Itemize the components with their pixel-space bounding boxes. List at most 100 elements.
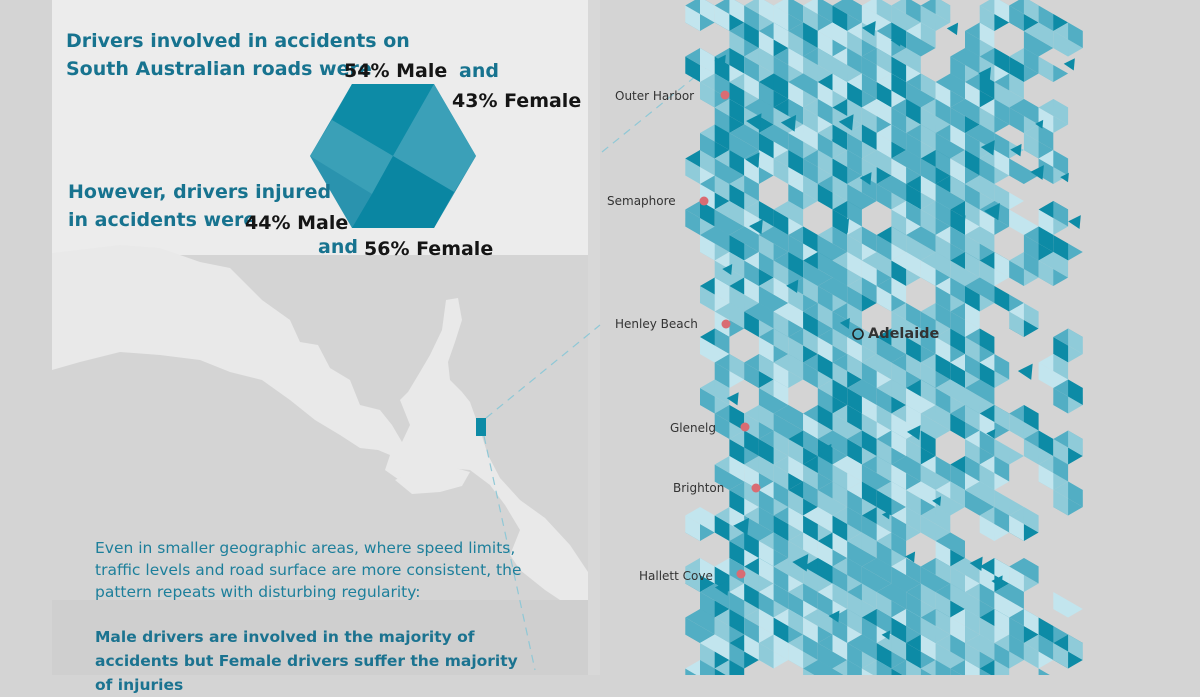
mosaic-sector: [1053, 490, 1069, 516]
mosaic-sector: [994, 150, 1010, 176]
mosaic-hexagon: [773, 558, 804, 592]
mosaic-sector: [965, 609, 980, 635]
mosaic-sector: [788, 643, 804, 669]
mosaic-sector: [861, 277, 877, 303]
mosaic-hexagon: [847, 634, 877, 669]
mosaic-sector: [906, 201, 921, 227]
mosaic-hexagon: [1009, 303, 1039, 337]
mosaic-hexagon: [773, 0, 804, 31]
mosaic-sector: [847, 405, 862, 431]
mosaic-sector: [906, 133, 921, 159]
mosaic-sector: [817, 643, 833, 669]
place-marker-4: [751, 483, 761, 493]
mosaic-sector: [994, 507, 1010, 533]
mosaic-sector: [714, 583, 730, 609]
mosaic-sector: [817, 507, 833, 533]
mosaic-sector: [773, 73, 789, 99]
mosaic-sector: [965, 99, 980, 125]
headline-line-3: However, drivers injured: [68, 181, 332, 203]
mosaic-sector: [803, 464, 818, 490]
mosaic-hexagon: [891, 660, 921, 675]
mosaic-hexagon: [994, 490, 1024, 516]
mosaic-fragment: [726, 392, 739, 406]
mosaic-fragment: [792, 554, 809, 572]
mosaic-sector: [935, 592, 951, 618]
mosaic-sector: [788, 286, 804, 312]
mosaic-sector: [950, 311, 965, 337]
mosaic-sector: [994, 252, 1010, 278]
mosaic-sector: [744, 175, 759, 201]
mosaic-sector: [935, 609, 951, 635]
mosaic-sector: [773, 634, 789, 660]
mosaic-sector: [758, 354, 774, 380]
mosaic-sector: [744, 413, 759, 439]
mosaic-hexagon: [1009, 99, 1039, 133]
mosaic-hexagon: [950, 48, 980, 82]
mosaic-sector: [950, 226, 965, 252]
mosaic-sector: [876, 354, 892, 380]
mosaic-sector: [935, 354, 951, 380]
mosaic-hexagon: [832, 0, 862, 31]
mosaic-hexagon: [685, 558, 715, 592]
mosaic-sector: [935, 252, 951, 278]
mosaic-sector: [773, 158, 789, 184]
mosaic-sector: [950, 209, 965, 235]
mosaic-sector: [847, 31, 862, 57]
place-label-glenelg: Glenelg: [670, 421, 716, 435]
mosaic-hexagon: [773, 507, 804, 541]
mosaic-sector: [847, 388, 862, 414]
mosaic-fragment: [831, 133, 845, 148]
mosaic-sector: [803, 515, 818, 541]
mosaic-sector: [758, 252, 774, 278]
mosaic-sector: [744, 583, 759, 609]
mosaic-hexagon: [773, 405, 804, 439]
mosaic-sector: [1068, 379, 1083, 405]
mosaic-sector: [847, 507, 862, 533]
mosaic-hexagon: [817, 73, 848, 108]
mosaic-sector: [920, 22, 936, 48]
top-panel: [52, 0, 588, 255]
mosaic-sector: [965, 405, 980, 431]
mosaic-hexagon: [685, 660, 715, 675]
mosaic-sector: [1009, 634, 1024, 660]
mosaic-fragment: [932, 496, 942, 507]
mosaic-sector: [832, 379, 848, 405]
mosaic-sector: [803, 277, 818, 303]
mosaic-hexagon: [803, 456, 833, 490]
mosaic-sector: [758, 405, 774, 431]
mosaic-hexagon: [685, 150, 715, 184]
mosaic-sector: [950, 73, 965, 99]
mosaic-sector: [847, 286, 862, 312]
mosaic-hexagon: [803, 303, 833, 337]
mosaic-hexagon: [950, 99, 980, 133]
mosaic-sector: [861, 124, 877, 150]
mosaic-sector: [773, 226, 789, 252]
mosaic-hexagon: [965, 226, 995, 261]
mosaic-sector: [700, 558, 715, 584]
mosaic-sector: [847, 660, 862, 675]
mosaic-sector: [1023, 507, 1039, 533]
mosaic-hexagon: [700, 226, 730, 261]
mosaic-sector: [788, 337, 804, 363]
mosaic-sector: [714, 124, 730, 150]
mosaic-sector: [920, 413, 936, 439]
mosaic-sector: [1009, 5, 1024, 31]
mosaic-hexagon: [906, 583, 936, 618]
mosaic-hexagon: [803, 660, 833, 675]
mosaic-hexagon: [788, 634, 818, 669]
mosaic-hexagon: [906, 634, 936, 669]
mosaic-sector: [979, 5, 995, 31]
mosaic-sector: [773, 515, 789, 541]
mosaic-sector: [803, 413, 818, 439]
mosaic-sector: [1053, 354, 1069, 380]
explanation-paragraph: Even in smaller geographic areas, where …: [95, 539, 522, 601]
mosaic-sector: [700, 133, 715, 159]
mosaic-sector: [935, 643, 951, 669]
mosaic-hexagon: [965, 277, 995, 312]
mosaic-sector: [847, 48, 862, 74]
mosaic-sector: [685, 209, 700, 235]
mosaic-sector: [729, 354, 745, 380]
mosaic-sector: [803, 158, 818, 184]
mosaic-sector: [876, 507, 892, 533]
mosaic-sector: [788, 31, 804, 57]
